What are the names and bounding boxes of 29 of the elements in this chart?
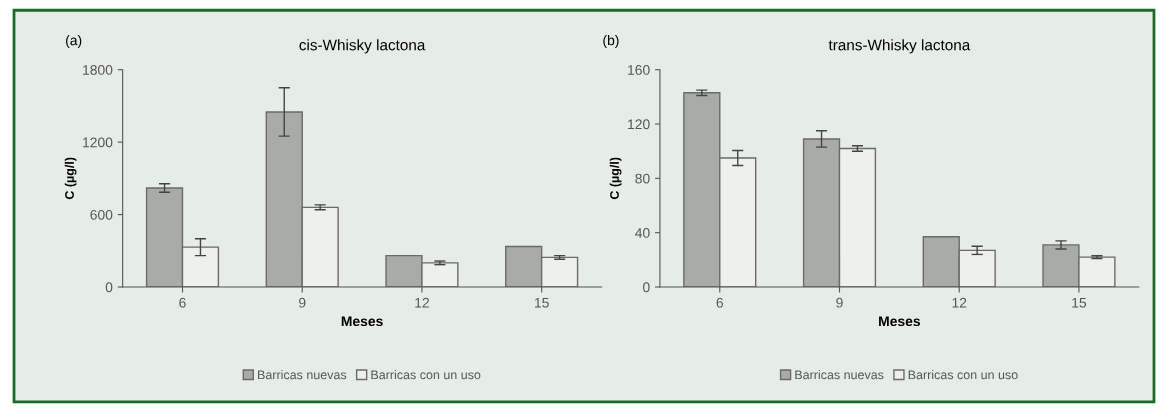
- legend-label: Barricas nuevas: [258, 370, 347, 380]
- legend-label: Barricas nuevas: [795, 370, 884, 380]
- y-tick-label: 1800: [83, 65, 113, 75]
- y-tick-label: 80: [635, 173, 650, 184]
- legend-label: Barricas con un uso: [908, 370, 1018, 380]
- x-axis-title: Meses: [341, 316, 383, 327]
- y-tick-label: 0: [105, 282, 113, 293]
- text: (a): [66, 35, 82, 48]
- x-tick-label: 15: [1072, 297, 1087, 308]
- legend-label: Barricas con un uso: [371, 370, 481, 380]
- x-axis-title: Meses: [879, 316, 921, 327]
- x-tick-label: 15: [535, 297, 549, 308]
- x-tick-label: 9: [299, 297, 306, 308]
- y-tick-label: 120: [628, 119, 650, 130]
- y-tick-label: 0: [643, 282, 650, 293]
- x-tick-label: 9: [836, 297, 843, 308]
- chart-title: cis-Whisky lactona: [299, 39, 426, 54]
- text: (b): [603, 35, 619, 48]
- y-axis-title: C (µg/l): [64, 157, 77, 200]
- y-tick-label: 1200: [83, 137, 113, 148]
- x-tick-label: 6: [716, 297, 724, 308]
- x-tick-label: 12: [952, 297, 967, 308]
- y-tick-label: 160: [628, 65, 650, 75]
- x-tick-label: 6: [179, 297, 186, 308]
- y-tick-label: 600: [90, 209, 113, 220]
- y-tick-label: 40: [635, 228, 650, 238]
- y-axis-title: C (µg/l): [609, 157, 622, 200]
- x-tick-label: 12: [415, 297, 429, 308]
- chart-title: trans-Whisky lactona: [828, 39, 971, 54]
